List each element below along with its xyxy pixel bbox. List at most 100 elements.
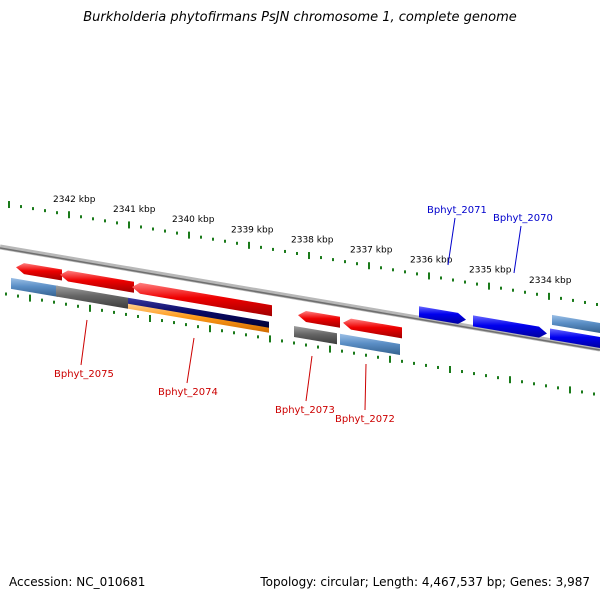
ruler-tick bbox=[533, 382, 535, 386]
ruler-tick bbox=[293, 341, 295, 345]
ruler-label: 2339 kbp bbox=[231, 225, 274, 235]
ruler-tick bbox=[20, 205, 22, 209]
ruler-tick bbox=[125, 312, 127, 316]
ruler-tick bbox=[5, 292, 7, 296]
ruler-tick bbox=[524, 290, 526, 294]
ruler-label: 2338 kbp bbox=[291, 235, 334, 245]
ruler-tick bbox=[44, 209, 46, 213]
ruler-tick bbox=[560, 296, 562, 300]
gene-arrow-bphyt-2072 bbox=[343, 318, 402, 339]
ruler-tick bbox=[140, 225, 142, 229]
ruler-tick bbox=[416, 272, 418, 276]
ruler-tick bbox=[488, 282, 490, 290]
ruler-tick bbox=[401, 359, 403, 363]
backbone bbox=[0, 244, 600, 352]
ruler-label: 2341 kbp bbox=[113, 205, 156, 215]
ruler-tick bbox=[380, 266, 382, 270]
gene-leader-line bbox=[513, 225, 522, 274]
ruler-tick bbox=[200, 235, 202, 239]
gene-label-bphyt-2071: Bphyt_2071 bbox=[427, 205, 487, 216]
ruler-tick bbox=[56, 211, 58, 215]
ruler-tick bbox=[521, 380, 523, 384]
ruler-tick bbox=[476, 282, 478, 286]
ruler-tick bbox=[212, 237, 214, 241]
ruler-tick bbox=[569, 386, 571, 394]
ruler-tick bbox=[365, 353, 367, 357]
ruler-tick bbox=[257, 335, 259, 339]
gene-leader-line bbox=[447, 217, 456, 266]
ruler-tick bbox=[173, 321, 175, 325]
gene-label-bphyt-2072: Bphyt_2072 bbox=[335, 414, 395, 425]
gene-arrow-bphyt-2074a bbox=[60, 270, 134, 293]
ruler-label: 2334 kbp bbox=[529, 276, 572, 286]
feature-gray bbox=[294, 325, 337, 345]
ruler-tick bbox=[197, 325, 199, 329]
ruler-tick bbox=[392, 268, 394, 272]
ruler-tick bbox=[104, 219, 106, 223]
ruler-tick bbox=[581, 390, 583, 394]
ruler-tick bbox=[464, 280, 466, 284]
ruler-tick bbox=[77, 304, 79, 308]
ruler-tick bbox=[32, 207, 34, 211]
ruler-tick bbox=[536, 292, 538, 296]
topology-text: Topology: circular; Length: 4,467,537 bp… bbox=[260, 575, 590, 589]
feature-steel bbox=[11, 277, 58, 297]
ruler-tick bbox=[284, 249, 286, 253]
gene-label-bphyt-2070: Bphyt_2070 bbox=[493, 213, 553, 224]
ruler-tick bbox=[512, 288, 514, 292]
ruler-tick bbox=[164, 229, 166, 233]
gene-label-bphyt-2075: Bphyt_2075 bbox=[54, 369, 114, 380]
ruler-label: 2340 kbp bbox=[172, 215, 215, 225]
ruler-tick bbox=[548, 292, 550, 300]
ruler-tick bbox=[80, 215, 82, 219]
ruler-tick bbox=[101, 308, 103, 312]
ruler-tick bbox=[92, 217, 94, 221]
ruler-tick bbox=[596, 302, 598, 306]
ruler-tick bbox=[269, 335, 271, 343]
ruler-tick bbox=[128, 221, 130, 229]
ruler-tick bbox=[584, 300, 586, 304]
ruler-tick bbox=[449, 366, 451, 373]
ruler-tick bbox=[260, 245, 262, 249]
feature-steel bbox=[552, 314, 600, 333]
gene-leader-line bbox=[80, 319, 88, 366]
ruler-tick bbox=[452, 278, 454, 282]
ruler-tick bbox=[68, 211, 70, 219]
ruler-tick bbox=[572, 298, 574, 302]
ruler-tick bbox=[377, 355, 379, 359]
gene-arrow-bphyt-2075 bbox=[16, 263, 62, 281]
ruler-tick bbox=[185, 323, 187, 327]
ruler-tick bbox=[353, 351, 355, 355]
ruler-tick bbox=[116, 221, 118, 225]
ruler-label: 2335 kbp bbox=[469, 266, 512, 276]
ruler-tick bbox=[437, 365, 439, 369]
ruler-tick bbox=[389, 355, 391, 363]
ruler-tick bbox=[500, 286, 502, 290]
ruler-tick bbox=[305, 343, 307, 347]
ruler-label: 2342 kbp bbox=[53, 195, 96, 205]
gene-leader-line bbox=[305, 355, 313, 402]
ruler-tick bbox=[17, 294, 19, 298]
ruler-tick bbox=[593, 392, 595, 396]
ruler-tick bbox=[485, 374, 487, 378]
gene-arrow-bphyt-2071 bbox=[419, 306, 466, 324]
map-title: Burkholderia phytofirmans PsJN chromosom… bbox=[83, 10, 517, 25]
ruler-tick bbox=[161, 319, 163, 323]
gene-leader-line bbox=[364, 363, 367, 411]
ruler-tick bbox=[461, 370, 463, 374]
gene-arrow-bphyt-2070 bbox=[473, 315, 547, 338]
ruler-tick bbox=[188, 231, 190, 239]
gene-label-bphyt-2074: Bphyt_2074 bbox=[158, 387, 218, 398]
ruler-tick bbox=[29, 294, 31, 302]
gene-label-bphyt-2073: Bphyt_2073 bbox=[275, 405, 335, 416]
ruler-label: 2337 kbp bbox=[350, 246, 393, 256]
ruler-tick bbox=[425, 363, 427, 367]
ruler-tick bbox=[233, 331, 235, 335]
ruler-tick bbox=[332, 258, 334, 262]
ruler-tick bbox=[248, 241, 250, 249]
ruler-tick bbox=[344, 260, 346, 264]
ruler-tick bbox=[236, 241, 238, 245]
ruler-tick bbox=[281, 339, 283, 343]
